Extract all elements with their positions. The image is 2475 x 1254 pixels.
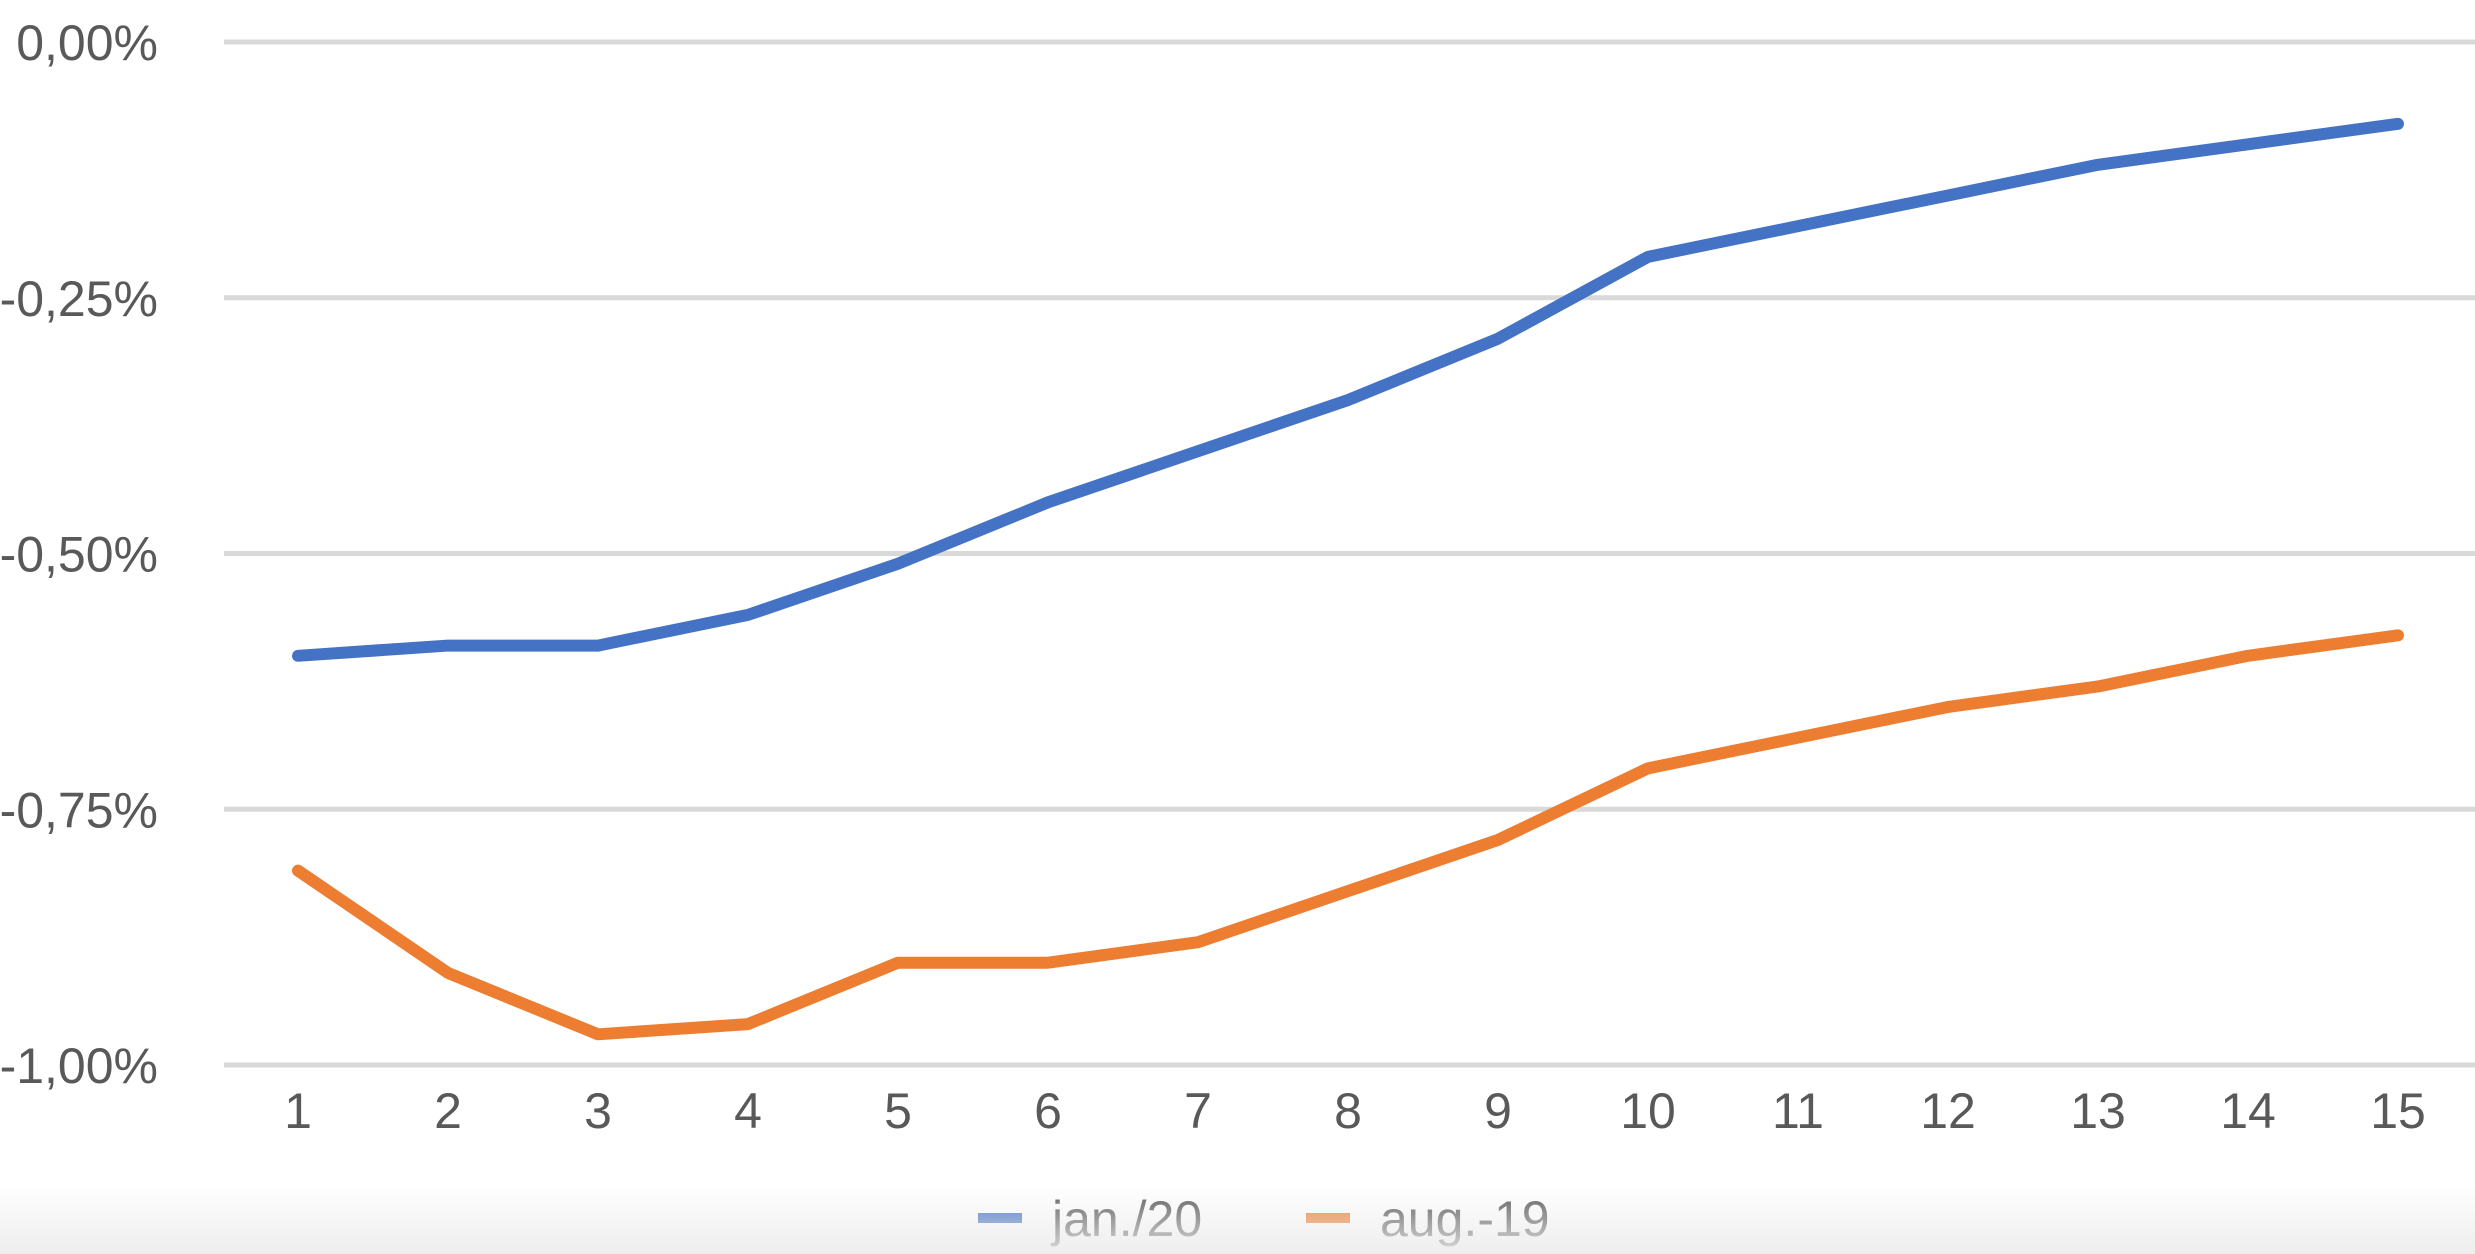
y-tick-label: -0,50% <box>0 527 158 583</box>
x-tick-label: 13 <box>2070 1083 2126 1139</box>
x-tick-label: 6 <box>1034 1083 1062 1139</box>
x-tick-label: 4 <box>734 1083 762 1139</box>
x-tick-label: 11 <box>1772 1083 1824 1139</box>
x-tick-label: 3 <box>584 1083 612 1139</box>
x-tick-label: 1 <box>284 1083 312 1139</box>
legend-label: aug.-19 <box>1380 1191 1550 1247</box>
x-tick-label: 14 <box>2220 1083 2276 1139</box>
x-axis-ticks: 1 2 3 4 5 6 7 8 9 10 11 12 13 14 15 <box>284 1083 2426 1139</box>
y-tick-label: 0,00% <box>16 15 158 71</box>
series-line-1 <box>292 117 2404 662</box>
y-tick-label: -0,25% <box>0 271 158 327</box>
series-line-2 <box>292 629 2404 1041</box>
x-tick-label: 8 <box>1334 1083 1362 1139</box>
x-tick-label: 9 <box>1484 1083 1512 1139</box>
gridlines <box>224 39 2475 1068</box>
x-tick-label: 5 <box>884 1083 912 1139</box>
series-lines <box>292 117 2404 1041</box>
y-tick-label: -0,75% <box>0 782 158 838</box>
x-tick-label: 10 <box>1620 1083 1676 1139</box>
x-tick-label: 7 <box>1184 1083 1212 1139</box>
x-tick-label: 12 <box>1920 1083 1976 1139</box>
x-tick-label: 2 <box>434 1083 462 1139</box>
y-tick-label: -1,00% <box>0 1038 158 1094</box>
x-tick-label: 15 <box>2370 1083 2426 1139</box>
legend-label: jan./20 <box>1050 1191 1202 1247</box>
y-axis-ticks: 0,00% -0,25% -0,50% -0,75% -1,00% <box>0 15 158 1094</box>
legend: jan./20 aug.-19 <box>978 1191 1550 1247</box>
